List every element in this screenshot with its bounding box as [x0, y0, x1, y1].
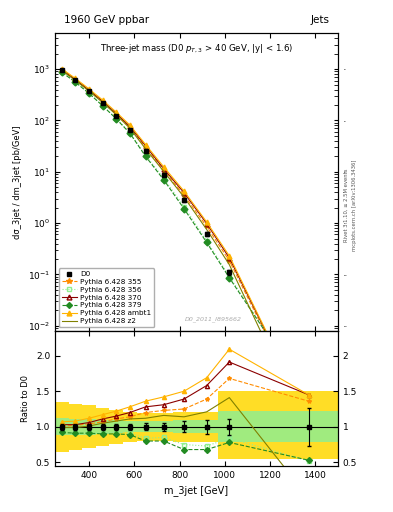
Pythia 6.428 z2 — [161, 168, 166, 175]
Pythia 6.428 356 — [182, 203, 186, 209]
Line: Pythia 6.428 ambt1: Pythia 6.428 ambt1 — [59, 66, 311, 420]
Pythia 6.428 z2 — [59, 68, 64, 74]
Pythia 6.428 356 — [73, 79, 78, 85]
Pythia 6.428 355 — [59, 67, 64, 73]
Pythia 6.428 ambt1 — [143, 141, 148, 147]
Pythia 6.428 370 — [182, 190, 186, 196]
Pythia 6.428 355 — [100, 99, 105, 105]
Pythia 6.428 355 — [227, 258, 232, 264]
Pythia 6.428 ambt1 — [182, 188, 186, 194]
Pythia 6.428 370 — [204, 221, 209, 227]
Pythia 6.428 379 — [86, 90, 91, 96]
Pythia 6.428 356 — [114, 115, 119, 121]
Text: Rivet 3.1.10, ≥ 2.5M events: Rivet 3.1.10, ≥ 2.5M events — [344, 168, 349, 242]
Pythia 6.428 355 — [114, 111, 119, 117]
Pythia 6.428 ambt1 — [227, 253, 232, 259]
X-axis label: m_3jet [GeV]: m_3jet [GeV] — [164, 485, 229, 496]
Pythia 6.428 356 — [100, 102, 105, 109]
Legend: D0, Pythia 6.428 355, Pythia 6.428 356, Pythia 6.428 370, Pythia 6.428 379, Pyth: D0, Pythia 6.428 355, Pythia 6.428 356, … — [59, 268, 154, 327]
Text: mcplots.cern.ch [arXiv:1306.3436]: mcplots.cern.ch [arXiv:1306.3436] — [352, 159, 357, 250]
Text: Three-jet mass (D0 $p_{T,3}$ > 40 GeV, |y| < 1.6): Three-jet mass (D0 $p_{T,3}$ > 40 GeV, |… — [100, 42, 293, 55]
Pythia 6.428 356 — [127, 130, 132, 136]
Pythia 6.428 ambt1 — [73, 75, 78, 81]
Pythia 6.428 z2 — [73, 77, 78, 83]
Pythia 6.428 z2 — [86, 88, 91, 94]
Pythia 6.428 355 — [161, 167, 166, 173]
Pythia 6.428 379 — [227, 275, 232, 281]
Pythia 6.428 370 — [306, 415, 311, 421]
Pythia 6.428 370 — [59, 67, 64, 73]
Line: Pythia 6.428 379: Pythia 6.428 379 — [59, 70, 311, 399]
Pythia 6.428 356 — [204, 238, 209, 244]
Pythia 6.428 370 — [114, 110, 119, 116]
Pythia 6.428 355 — [204, 223, 209, 229]
Pythia 6.428 370 — [143, 143, 148, 149]
Pythia 6.428 355 — [143, 144, 148, 151]
Line: Pythia 6.428 356: Pythia 6.428 356 — [59, 70, 311, 399]
Pythia 6.428 370 — [86, 87, 91, 93]
Text: D0_2011_I895662: D0_2011_I895662 — [185, 316, 242, 322]
Pythia 6.428 z2 — [227, 262, 232, 268]
Pythia 6.428 z2 — [100, 99, 105, 105]
Text: 1960 GeV ppbar: 1960 GeV ppbar — [64, 14, 149, 25]
Line: Pythia 6.428 z2: Pythia 6.428 z2 — [62, 71, 309, 433]
Pythia 6.428 ambt1 — [161, 164, 166, 170]
Pythia 6.428 379 — [204, 240, 209, 246]
Pythia 6.428 379 — [161, 177, 166, 183]
Pythia 6.428 379 — [114, 116, 119, 122]
Pythia 6.428 379 — [182, 206, 186, 212]
Pythia 6.428 355 — [127, 124, 132, 131]
Pythia 6.428 370 — [73, 76, 78, 82]
Pythia 6.428 ambt1 — [306, 415, 311, 421]
Pythia 6.428 379 — [306, 393, 311, 399]
Pythia 6.428 356 — [227, 273, 232, 280]
Pythia 6.428 355 — [73, 77, 78, 83]
Line: Pythia 6.428 370: Pythia 6.428 370 — [59, 67, 311, 420]
Pythia 6.428 370 — [100, 98, 105, 104]
Pythia 6.428 356 — [161, 175, 166, 181]
Pythia 6.428 z2 — [204, 226, 209, 232]
Pythia 6.428 379 — [73, 79, 78, 86]
Pythia 6.428 356 — [86, 90, 91, 96]
Pythia 6.428 z2 — [182, 194, 186, 200]
Pythia 6.428 ambt1 — [127, 122, 132, 128]
Pythia 6.428 370 — [127, 123, 132, 130]
Pythia 6.428 379 — [100, 102, 105, 109]
Text: Jets: Jets — [310, 14, 329, 25]
Pythia 6.428 356 — [143, 152, 148, 158]
Line: Pythia 6.428 355: Pythia 6.428 355 — [59, 68, 311, 422]
Pythia 6.428 356 — [306, 393, 311, 399]
Pythia 6.428 370 — [227, 255, 232, 261]
Pythia 6.428 z2 — [306, 430, 311, 436]
Pythia 6.428 379 — [143, 153, 148, 159]
Pythia 6.428 ambt1 — [59, 66, 64, 72]
Pythia 6.428 ambt1 — [204, 219, 209, 225]
Y-axis label: Ratio to D0: Ratio to D0 — [21, 375, 30, 422]
Pythia 6.428 z2 — [143, 146, 148, 152]
Pythia 6.428 370 — [161, 165, 166, 172]
Pythia 6.428 355 — [86, 88, 91, 94]
Pythia 6.428 356 — [59, 69, 64, 75]
Pythia 6.428 355 — [182, 192, 186, 198]
Pythia 6.428 ambt1 — [114, 109, 119, 115]
Pythia 6.428 ambt1 — [86, 86, 91, 92]
Pythia 6.428 z2 — [114, 112, 119, 118]
Y-axis label: dσ_3jet / dm_3jet [pb/GeV]: dσ_3jet / dm_3jet [pb/GeV] — [13, 125, 22, 239]
Pythia 6.428 ambt1 — [100, 97, 105, 103]
Pythia 6.428 379 — [127, 130, 132, 136]
Pythia 6.428 379 — [59, 69, 64, 75]
Pythia 6.428 355 — [306, 416, 311, 422]
Pythia 6.428 z2 — [127, 125, 132, 131]
